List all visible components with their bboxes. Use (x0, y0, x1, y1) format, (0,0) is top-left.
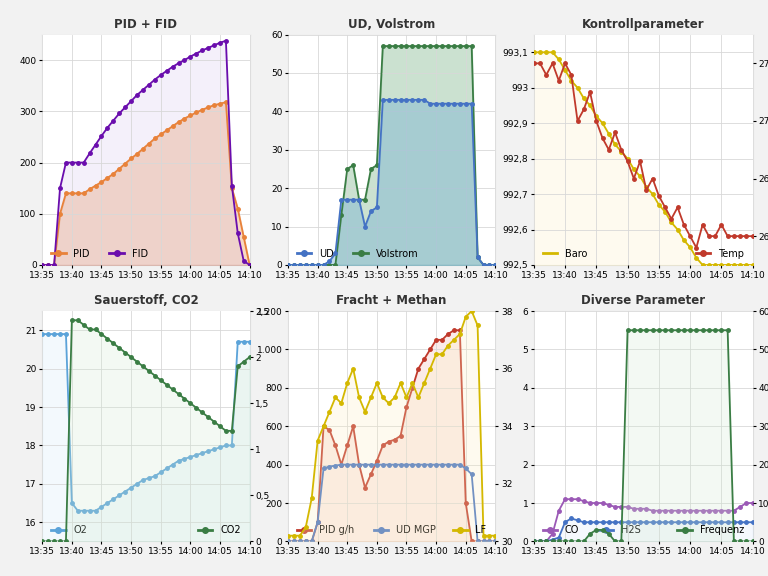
Title: Kontrollparameter: Kontrollparameter (582, 18, 704, 31)
Title: Diverse Parameter: Diverse Parameter (581, 294, 705, 307)
Legend: O2: O2 (47, 521, 91, 539)
Legend: Frequenz: Frequenz (674, 521, 748, 539)
Legend: CO2: CO2 (194, 521, 245, 539)
Legend: CO, H2S: CO, H2S (538, 521, 644, 539)
Title: Fracht + Methan: Fracht + Methan (336, 294, 447, 307)
Title: UD, Volstrom: UD, Volstrom (348, 18, 435, 31)
Legend: UD, Volstrom: UD, Volstrom (293, 245, 422, 263)
Title: Sauerstoff, CO2: Sauerstoff, CO2 (94, 294, 198, 307)
Legend: PID, FID: PID, FID (47, 245, 151, 263)
Title: PID + FID: PID + FID (114, 18, 177, 31)
Legend: Baro: Baro (538, 245, 591, 263)
Legend: LF: LF (449, 521, 491, 539)
Legend: Temp: Temp (692, 245, 748, 263)
Legend: PID g/h, UD MGP: PID g/h, UD MGP (293, 521, 440, 539)
